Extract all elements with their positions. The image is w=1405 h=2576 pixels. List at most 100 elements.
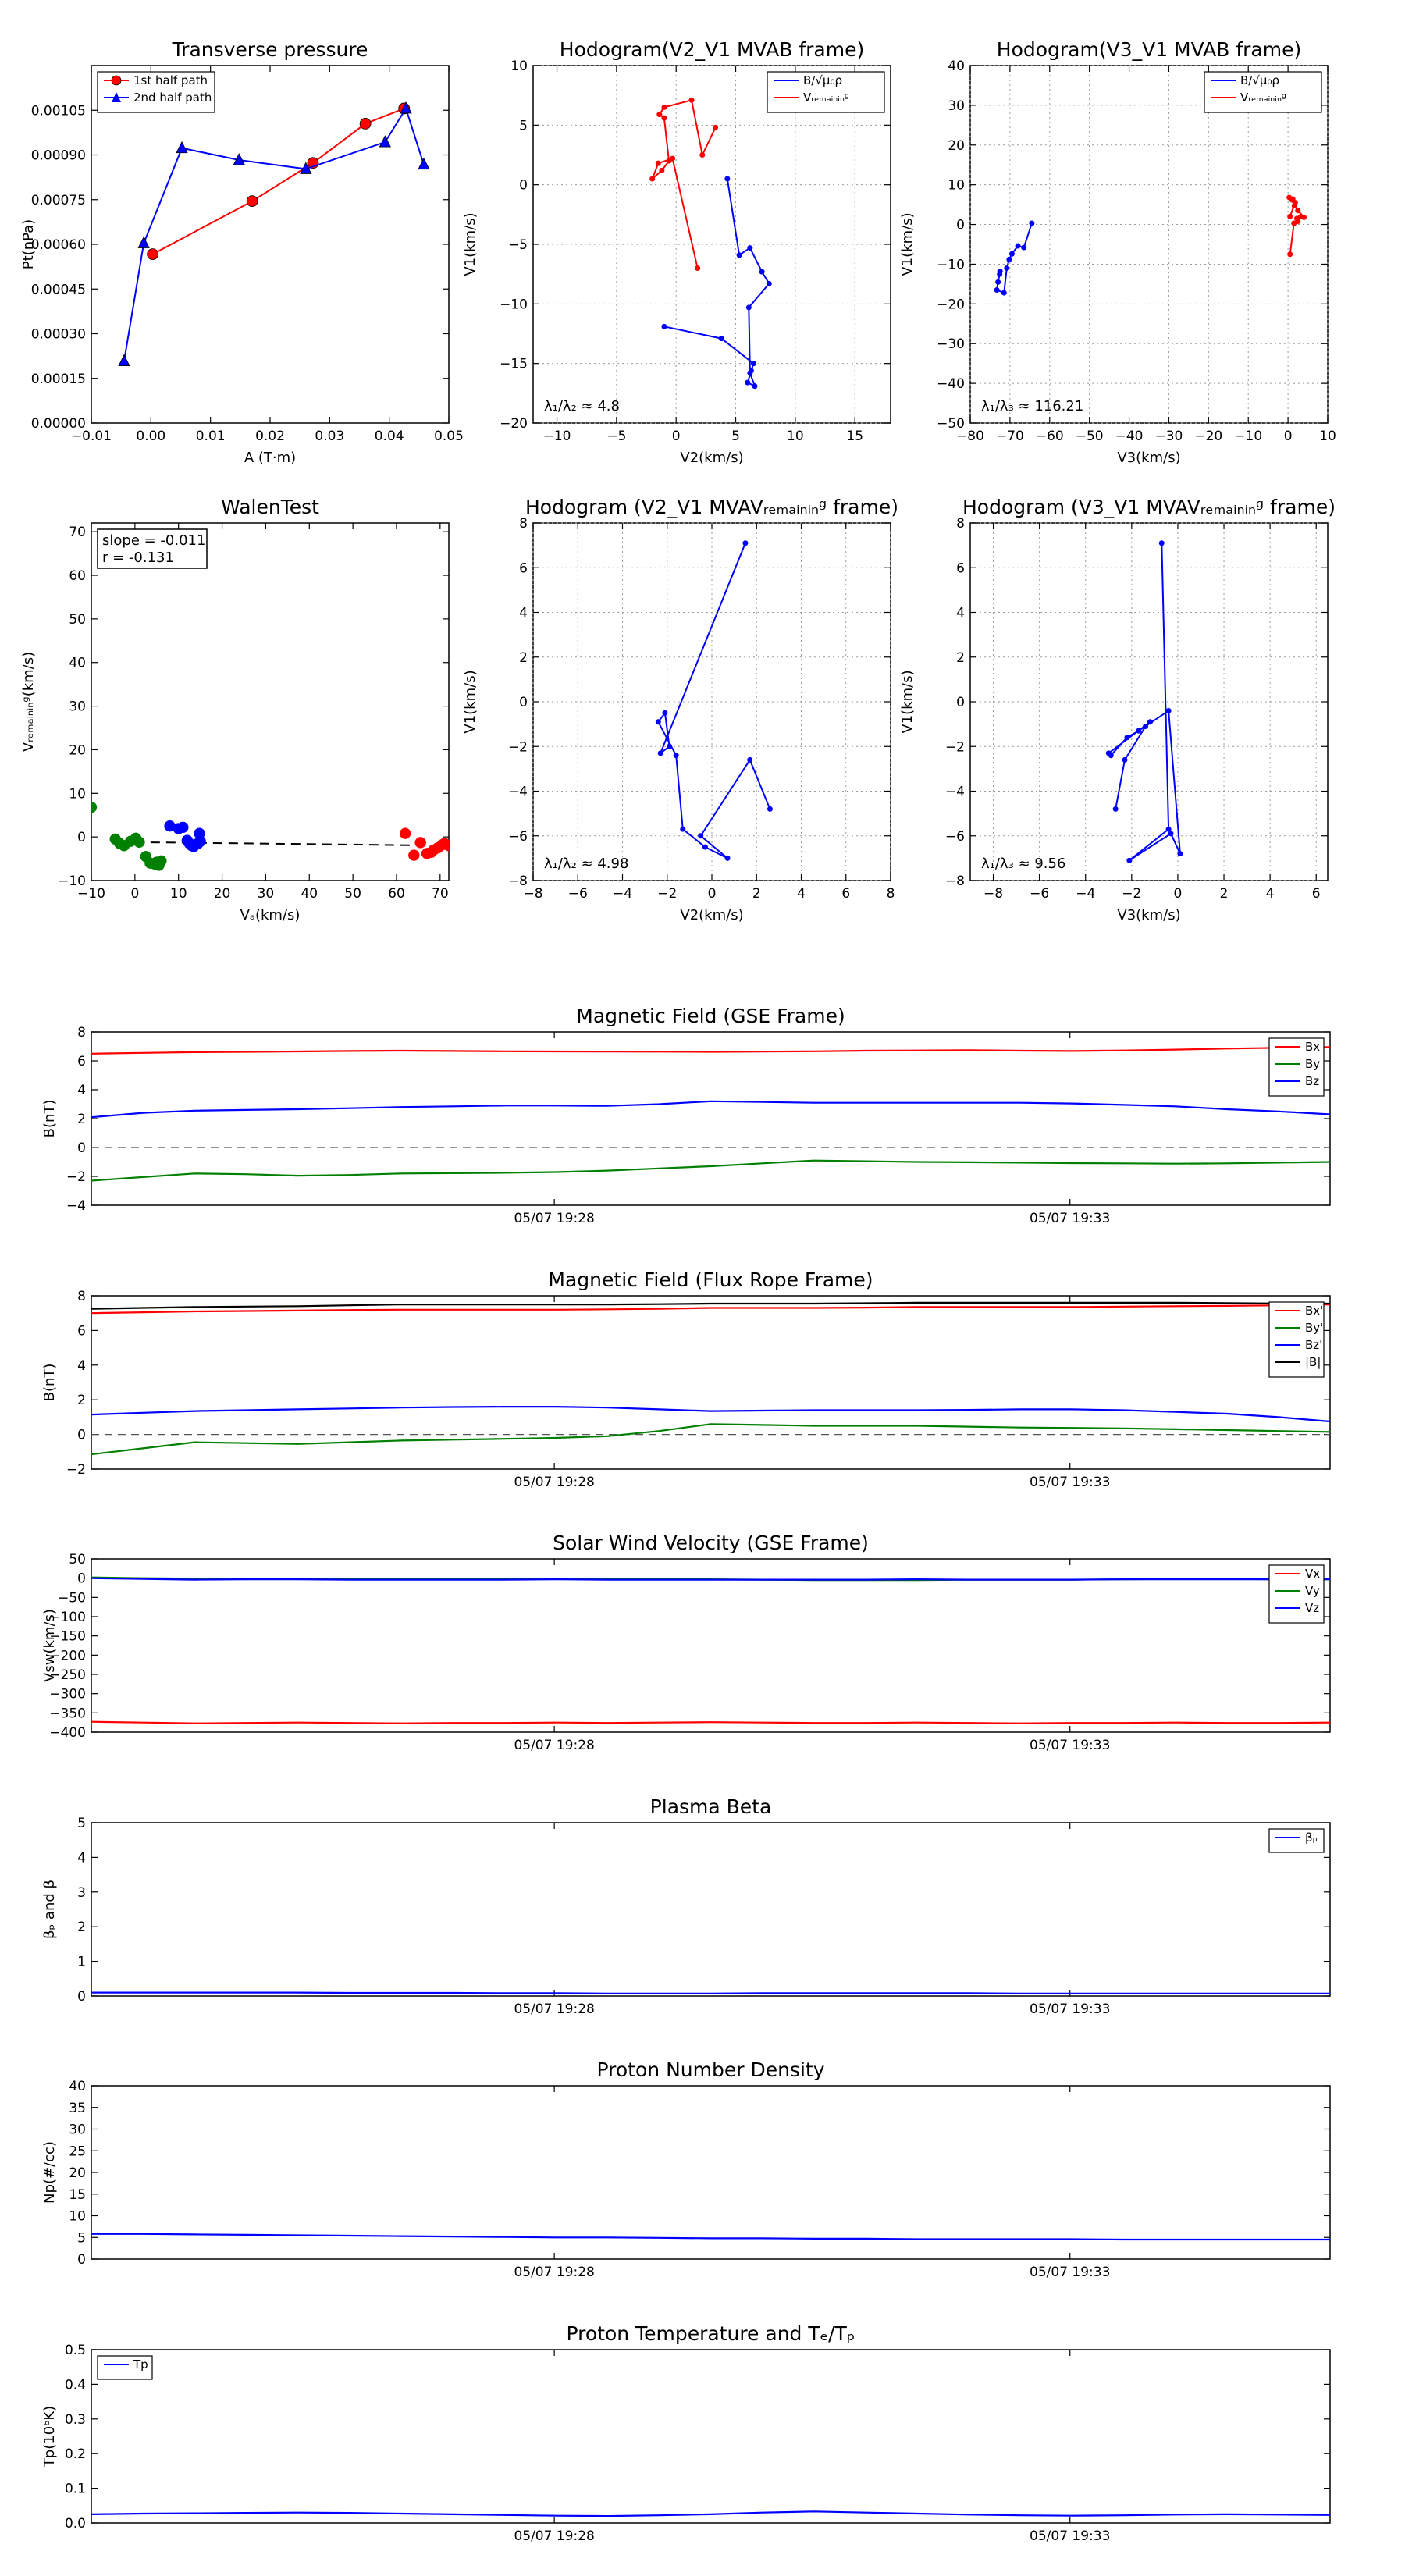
- x-tick-label: 50: [344, 886, 361, 902]
- chart-panel-8: 05/07 19:28 05/07 19:33 −400 −350 −300 −250 −2…: [41, 1532, 1331, 1753]
- legend-label: 2nd half path: [133, 91, 212, 105]
- data-point: [659, 167, 665, 173]
- data-point: [359, 118, 372, 130]
- legend-box: [1268, 1564, 1325, 1624]
- y-tick-label: 40: [69, 2079, 86, 2094]
- legend-box: [767, 71, 885, 113]
- data-point: [1300, 214, 1307, 220]
- data-point: [300, 162, 312, 174]
- data-point: [91, 801, 98, 813]
- y-tick-label: 40: [69, 656, 86, 671]
- series-0-line: [91, 2233, 1330, 2241]
- y-tick-label: 6: [77, 1323, 86, 1339]
- data-point: [1004, 265, 1010, 272]
- data-point: [666, 158, 672, 164]
- data-point: [661, 323, 667, 329]
- stats-text: slope = -0.011: [102, 532, 205, 549]
- y-tick-label: −10: [500, 297, 528, 312]
- x-tick-label: 0.01: [196, 429, 226, 444]
- y-tick-label: −200: [49, 1648, 86, 1663]
- chart-title: Magnetic Field (GSE Frame): [576, 1005, 845, 1027]
- x-tick-label: 20: [214, 886, 231, 902]
- y-tick-label: 30: [948, 98, 965, 114]
- legend-label: Vy: [1305, 1584, 1320, 1598]
- data-point: [176, 141, 188, 154]
- data-point: [155, 855, 167, 867]
- x-tick-label: 30: [258, 886, 275, 902]
- x-tick-label: 10: [1319, 429, 1336, 444]
- chart-panel-10: 05/07 19:28 05/07 19:33 0 5 10 15 20 25 30 35 40 Pr…: [41, 2058, 1331, 2280]
- x-tick-label: 4: [797, 886, 806, 902]
- data-point: [246, 195, 258, 208]
- data-point: [1008, 251, 1015, 257]
- x-tick-label: 05/07 19:33: [1030, 2528, 1110, 2544]
- y-tick-label: 0.00060: [31, 237, 86, 253]
- x-tick-label: 0.04: [375, 429, 404, 444]
- y-tick-label: −2: [508, 739, 528, 755]
- legend-marker: [111, 75, 122, 86]
- y-tick-label: 0: [956, 218, 965, 233]
- data-point: [1015, 243, 1021, 249]
- y-tick-label: −300: [49, 1687, 86, 1703]
- x-tick-label: −70: [996, 429, 1024, 444]
- x-tick-label: −60: [1036, 429, 1064, 444]
- legend: B/√μ₀ρ Vᵣₑₘₐᵢₙᵢₙᵍ: [1204, 71, 1322, 113]
- data-point: [667, 743, 673, 749]
- plot-area: [91, 1822, 1331, 1997]
- data-point: [1165, 707, 1172, 713]
- y-tick-label: 0: [77, 1428, 86, 1443]
- series-2-line: [91, 1405, 1330, 1423]
- data-point: [1126, 857, 1133, 863]
- data-layer: [91, 1576, 1330, 1724]
- data-point: [1158, 540, 1165, 546]
- legend-box: [1268, 1037, 1325, 1097]
- x-tick-label: 40: [301, 886, 318, 902]
- data-layer: [91, 1301, 1330, 1456]
- data-point: [233, 153, 245, 165]
- data-point: [1292, 200, 1298, 206]
- y-tick-label: 5: [77, 1816, 86, 1831]
- y-tick-label: 5: [77, 2230, 86, 2246]
- plot-area: [91, 522, 450, 881]
- data-layer: [655, 540, 773, 861]
- y-tick-label: 40: [948, 59, 965, 74]
- data-point: [1287, 213, 1293, 219]
- data-point: [147, 248, 159, 260]
- data-point: [414, 837, 426, 849]
- legend: B/√μ₀ρ Vᵣₑₘₐᵢₙᵢₙᵍ: [767, 71, 885, 113]
- x-tick-label: −4: [613, 886, 632, 902]
- x-tick-label: 0.03: [315, 429, 344, 444]
- legend: βₚ: [1268, 1828, 1325, 1853]
- y-tick-label: −400: [49, 1725, 86, 1741]
- x-tick-label: −20: [1194, 429, 1222, 444]
- y-tick-label: 4: [77, 1358, 86, 1374]
- x-axis-label: V2(km/s): [680, 450, 743, 466]
- x-axis-label: A (T·m): [244, 450, 296, 466]
- y-tick-label: −15: [500, 357, 528, 372]
- stats-text: r = -0.131: [102, 550, 174, 566]
- data-point: [661, 115, 667, 121]
- data-point: [443, 840, 449, 852]
- y-tick-label: 0: [77, 1571, 86, 1587]
- x-tick-label: 15: [846, 429, 863, 444]
- legend-label: |B|: [1305, 1355, 1321, 1369]
- y-tick-label: 60: [69, 568, 86, 584]
- data-point: [1165, 826, 1172, 832]
- data-point: [1136, 728, 1142, 734]
- data-point: [662, 710, 668, 716]
- y-tick-label: 4: [956, 606, 965, 621]
- x-tick-label: −5: [606, 429, 626, 444]
- y-tick-label: −4: [945, 785, 965, 800]
- legend-label: Tp: [133, 2357, 148, 2371]
- x-tick-label: 05/07 19:28: [514, 2001, 594, 2017]
- data-layer: [91, 801, 449, 871]
- y-axis-label: V1(km/s): [462, 212, 478, 276]
- data-point: [766, 280, 772, 286]
- x-tick-label: 0.02: [255, 429, 285, 444]
- y-tick-label: 0.00045: [31, 282, 86, 297]
- chart-title: Hodogram(V3_V1 MVAB frame): [997, 38, 1301, 61]
- x-tick-label: 05/07 19:28: [514, 2528, 594, 2544]
- chart-title: Hodogram (V3_V1 MVAVᵣₑₘₐᵢₙᵢₙᵍ frame): [962, 496, 1336, 518]
- series-1-line: [91, 1159, 1330, 1182]
